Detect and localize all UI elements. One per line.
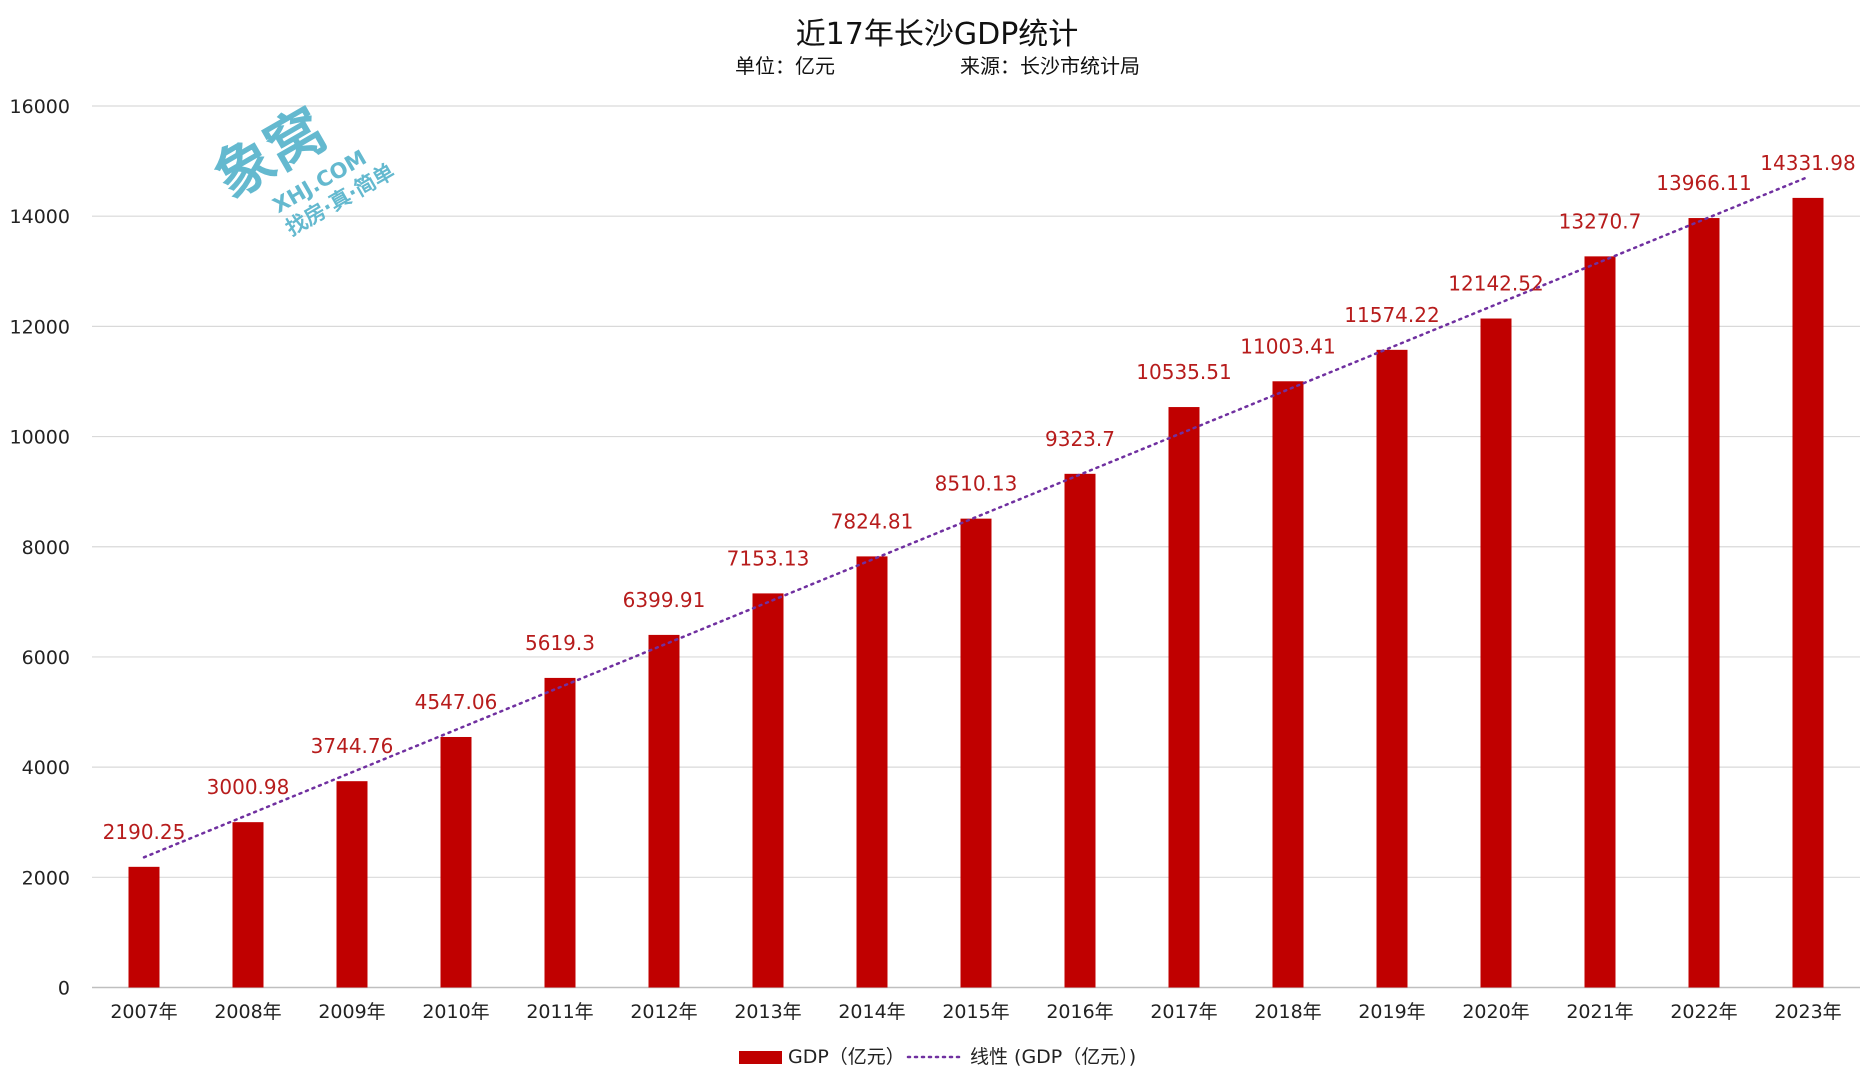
bar <box>1376 349 1408 988</box>
bar <box>336 781 368 988</box>
x-tick-label: 2009年 <box>318 1001 385 1023</box>
x-tick-label: 2017年 <box>1150 1001 1217 1023</box>
x-tick-label: 2021年 <box>1566 1001 1633 1023</box>
data-label: 13966.11 <box>1656 171 1751 195</box>
x-tick-label: 2019年 <box>1358 1001 1425 1023</box>
bar <box>544 677 576 988</box>
data-label: 13270.7 <box>1559 209 1642 233</box>
chart-title: 近17年长沙GDP统计 <box>796 17 1079 52</box>
bar <box>648 634 680 988</box>
bar <box>1272 381 1304 988</box>
legend-bar-label: GDP（亿元） <box>788 1046 905 1068</box>
y-tick-label: 14000 <box>10 206 70 228</box>
y-tick-label: 8000 <box>22 537 70 559</box>
bar <box>232 822 264 988</box>
bar <box>856 556 888 988</box>
x-tick-label: 2022年 <box>1670 1001 1737 1023</box>
data-label: 14331.98 <box>1760 151 1855 175</box>
x-tick-label: 2018年 <box>1254 1001 1321 1023</box>
x-axis-ticks: 2007年 2008年 2009年 2010年 2011年 2012年 2013年 2014年… <box>110 1001 1841 1023</box>
bar <box>1688 218 1720 988</box>
legend-trend-label: 线性 (GDP（亿元）) <box>970 1046 1136 1068</box>
y-tick-label: 4000 <box>22 757 70 779</box>
data-label: 7824.81 <box>831 509 914 533</box>
watermark-logo: 象窝 XHJ.COM 找房·真·简单 <box>203 95 399 240</box>
x-tick-label: 2008年 <box>214 1001 281 1023</box>
data-label: 12142.52 <box>1448 272 1543 296</box>
legend-bar-swatch <box>739 1051 782 1064</box>
trendline <box>142 175 1810 859</box>
x-tick-label: 2013年 <box>734 1001 801 1023</box>
y-axis-ticks: 0 2000 4000 6000 8000 10000 12000 14000 16000 <box>10 96 70 1000</box>
bar <box>1584 256 1616 988</box>
data-label: 11003.41 <box>1240 334 1335 358</box>
x-tick-label: 2016年 <box>1046 1001 1113 1023</box>
y-tick-label: 16000 <box>10 96 70 118</box>
chart-subtitle-source: 来源：长沙市统计局 <box>960 54 1140 78</box>
data-label: 3744.76 <box>311 734 394 758</box>
bar <box>128 866 160 988</box>
y-tick-label: 12000 <box>10 316 70 338</box>
bar <box>1480 318 1512 988</box>
data-label: 11574.22 <box>1344 303 1439 327</box>
bar <box>960 518 992 988</box>
y-tick-label: 6000 <box>22 647 70 669</box>
x-tick-label: 2007年 <box>110 1001 177 1023</box>
data-label: 5619.3 <box>525 631 595 655</box>
bar <box>1792 197 1824 988</box>
data-label: 4547.06 <box>415 690 498 714</box>
data-label: 10535.51 <box>1136 360 1231 384</box>
legend: GDP（亿元） 线性 (GDP（亿元）) <box>739 1046 1136 1068</box>
data-label: 9323.7 <box>1045 427 1115 451</box>
bar <box>1168 407 1200 988</box>
data-label: 7153.13 <box>727 546 810 570</box>
chart-subtitle-unit: 单位：亿元 <box>735 54 835 78</box>
bars <box>128 197 1824 988</box>
bar <box>1064 473 1096 988</box>
x-tick-label: 2023年 <box>1774 1001 1841 1023</box>
y-tick-label: 2000 <box>22 867 70 889</box>
data-label: 6399.91 <box>623 588 706 612</box>
x-tick-label: 2012年 <box>630 1001 697 1023</box>
x-tick-label: 2010年 <box>422 1001 489 1023</box>
x-tick-label: 2015年 <box>942 1001 1009 1023</box>
bar <box>440 736 472 988</box>
y-tick-label: 10000 <box>10 427 70 449</box>
data-label: 3000.98 <box>207 775 290 799</box>
y-tick-label: 0 <box>58 978 70 1000</box>
data-label: 8510.13 <box>935 472 1018 496</box>
x-tick-label: 2011年 <box>526 1001 593 1023</box>
data-label: 2190.25 <box>103 820 186 844</box>
x-tick-label: 2014年 <box>838 1001 905 1023</box>
data-labels: 2190.25 3000.98 3744.76 4547.06 5619.3 6399.9… <box>103 151 1856 844</box>
x-tick-label: 2020年 <box>1462 1001 1529 1023</box>
bar <box>752 593 784 988</box>
